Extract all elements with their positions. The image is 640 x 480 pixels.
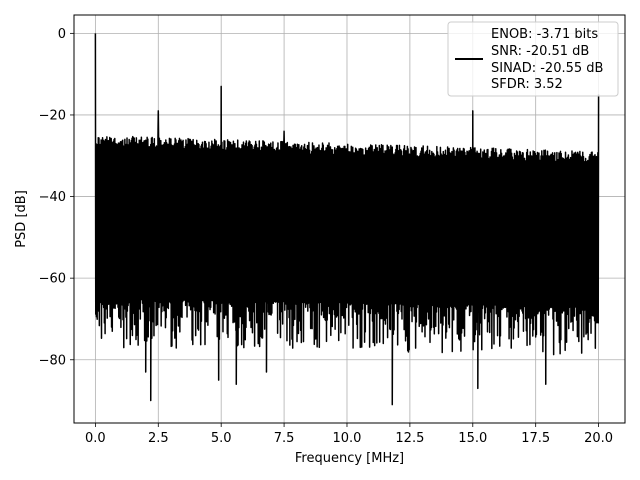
legend-entry-sinad: SINAD: -20.55 dB (491, 61, 603, 76)
legend: ENOB: -3.71 bits SNR: -20.51 dB SINAD: -… (447, 21, 619, 97)
y-axis-label: PSD [dB] (14, 190, 29, 248)
y-tick-label: −80 (39, 353, 66, 368)
legend-entry-sfdr: SFDR: 3.52 (491, 77, 563, 92)
psd-series-line (94, 33, 600, 406)
legend-entry-enob: ENOB: -3.71 bits (491, 27, 598, 42)
x-tick-label: 15.0 (458, 431, 487, 446)
plot-frame (73, 14, 626, 424)
legend-box (447, 21, 619, 97)
x-tick-label: 2.5 (148, 431, 169, 446)
y-tick-label: −60 (39, 272, 66, 287)
x-axis: 0.0 2.5 5.0 7.5 10.0 12.5 15.0 17.5 20.0 (85, 423, 613, 446)
x-axis-label: Frequency [MHz] (295, 451, 404, 466)
x-tick-label: 7.5 (274, 431, 295, 446)
x-tick-label: 17.5 (521, 431, 550, 446)
y-axis: 0 −20 −40 −60 −80 (39, 27, 74, 368)
legend-entry-snr: SNR: -20.51 dB (491, 44, 589, 59)
y-tick-label: 0 (58, 27, 66, 42)
x-tick-label: 12.5 (395, 431, 424, 446)
plot-area (94, 33, 600, 406)
x-tick-label: 5.0 (211, 431, 232, 446)
x-tick-label: 10.0 (333, 431, 362, 446)
x-tick-label: 0.0 (85, 431, 106, 446)
y-tick-label: −20 (39, 108, 66, 123)
x-tick-label: 20.0 (584, 431, 613, 446)
y-tick-label: −40 (39, 190, 66, 205)
